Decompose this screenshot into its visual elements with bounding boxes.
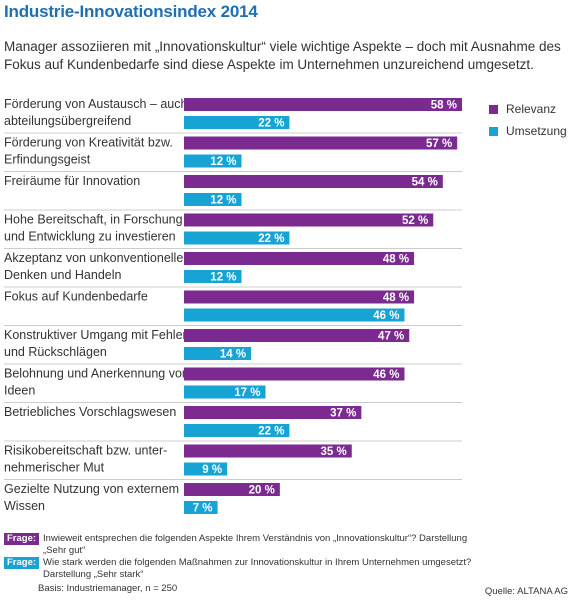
data-label-umsetzung: 22 % bbox=[258, 426, 284, 438]
legend: Relevanz Umsetzung bbox=[489, 98, 567, 142]
category-label: Förderung von Kreativität bzw. Erfindungs… bbox=[4, 136, 173, 167]
bar-umsetzung bbox=[184, 385, 266, 399]
bar-umsetzung bbox=[184, 270, 242, 283]
question-badge-relevanz: Frage: bbox=[4, 533, 40, 545]
data-label-relevanz: 48 % bbox=[383, 254, 409, 266]
category-label: Konstruktiver Umgang mit Fehlern und Rück… bbox=[4, 328, 194, 359]
chart-title: Industrie-Innovationsindex 2014 bbox=[4, 2, 258, 21]
data-label-relevanz: 52 % bbox=[402, 215, 428, 227]
data-label-relevanz: 54 % bbox=[412, 177, 438, 189]
data-label-relevanz: 46 % bbox=[373, 369, 399, 381]
question-1-text: Inwieweit entsprechen die folgenden Aspe… bbox=[43, 533, 468, 556]
data-label-umsetzung: 17 % bbox=[234, 387, 260, 399]
legend-item-relevanz: Relevanz bbox=[489, 98, 567, 120]
data-label-relevanz: 58 % bbox=[431, 100, 457, 112]
data-label-umsetzung: 12 % bbox=[210, 195, 236, 207]
data-label-relevanz: 47 % bbox=[378, 331, 404, 343]
data-label-umsetzung: 46 % bbox=[373, 310, 399, 322]
legend-label-umsetzung: Umsetzung bbox=[506, 124, 567, 138]
category-label: Belohnung und Anerkennung von Ideen bbox=[4, 367, 189, 398]
data-label-relevanz: 35 % bbox=[321, 446, 347, 458]
source-note: Quelle: ALTANA AG bbox=[484, 586, 568, 597]
category-label: Risikobereitschaft bzw. unter-nehmerisch… bbox=[4, 444, 167, 475]
bar-relevanz bbox=[184, 98, 462, 111]
category-label: Förderung von Austausch – auch abteilungs… bbox=[4, 97, 188, 128]
legend-swatch-relevanz bbox=[489, 104, 498, 114]
bar-umsetzung bbox=[184, 154, 242, 168]
data-label-umsetzung: 14 % bbox=[220, 349, 246, 361]
bar-relevanz bbox=[184, 406, 362, 419]
bar-umsetzung bbox=[184, 501, 218, 514]
data-label-umsetzung: 9 % bbox=[202, 464, 222, 476]
bar-umsetzung bbox=[184, 462, 228, 476]
question-2: Frage: Wie stark werden die folgenden Ma… bbox=[4, 557, 578, 580]
legend-item-umsetzung: Umsetzung bbox=[489, 120, 567, 142]
footnote: Frage: Inwieweit entsprechen die folgend… bbox=[4, 533, 578, 595]
category-label: Fokus auf Kundenbedarfe bbox=[4, 290, 148, 304]
data-label-relevanz: 57 % bbox=[426, 138, 452, 150]
bar-umsetzung bbox=[184, 347, 252, 360]
category-label: Gezielte Nutzung von externem Wissen bbox=[4, 482, 179, 513]
bar-relevanz bbox=[184, 175, 443, 188]
category-label: Betriebliches Vorschlagswesen bbox=[4, 405, 176, 419]
bar-umsetzung bbox=[184, 231, 290, 245]
data-label-umsetzung: 22 % bbox=[258, 233, 284, 245]
data-label-umsetzung: 12 % bbox=[210, 156, 236, 168]
data-label-umsetzung: 22 % bbox=[258, 118, 284, 130]
legend-swatch-umsetzung bbox=[489, 126, 498, 136]
bar-umsetzung bbox=[184, 116, 290, 129]
data-label-relevanz: 48 % bbox=[383, 292, 409, 304]
bar-relevanz bbox=[184, 329, 410, 342]
bar-relevanz bbox=[184, 444, 352, 458]
category-label: Freiräume für Innovation bbox=[4, 174, 140, 188]
bar-chart: Förderung von Austausch – auch abteilungs… bbox=[4, 97, 462, 515]
bar-relevanz bbox=[184, 252, 415, 265]
category-label: Akzeptanz von unkonventionellem Denken un… bbox=[4, 251, 194, 282]
bar-relevanz bbox=[184, 367, 405, 381]
bar-umsetzung bbox=[184, 308, 405, 322]
bar-umsetzung bbox=[184, 424, 290, 437]
data-label-relevanz: 37 % bbox=[330, 408, 356, 420]
bar-relevanz bbox=[184, 483, 280, 496]
bar-relevanz bbox=[184, 290, 415, 304]
bar-relevanz bbox=[184, 213, 434, 227]
legend-label-relevanz: Relevanz bbox=[506, 102, 557, 116]
bar-umsetzung bbox=[184, 193, 242, 206]
data-label-umsetzung: 7 % bbox=[193, 503, 213, 515]
data-label-relevanz: 20 % bbox=[249, 485, 275, 497]
question-2-text: Wie stark werden die folgenden Maßnahmen… bbox=[43, 557, 472, 580]
category-label: Hohe Bereitschaft, in Forschung und Entwi… bbox=[4, 213, 183, 244]
question-badge-umsetzung: Frage: bbox=[4, 557, 40, 569]
data-label-umsetzung: 12 % bbox=[210, 272, 236, 284]
question-1: Frage: Inwieweit entsprechen die folgend… bbox=[4, 533, 578, 556]
bar-relevanz bbox=[184, 136, 458, 150]
basis-note: Basis: Industriemanager, n = 250 bbox=[38, 583, 178, 594]
chart-subtitle: Manager assoziieren mit „Innovationskult… bbox=[4, 39, 561, 72]
